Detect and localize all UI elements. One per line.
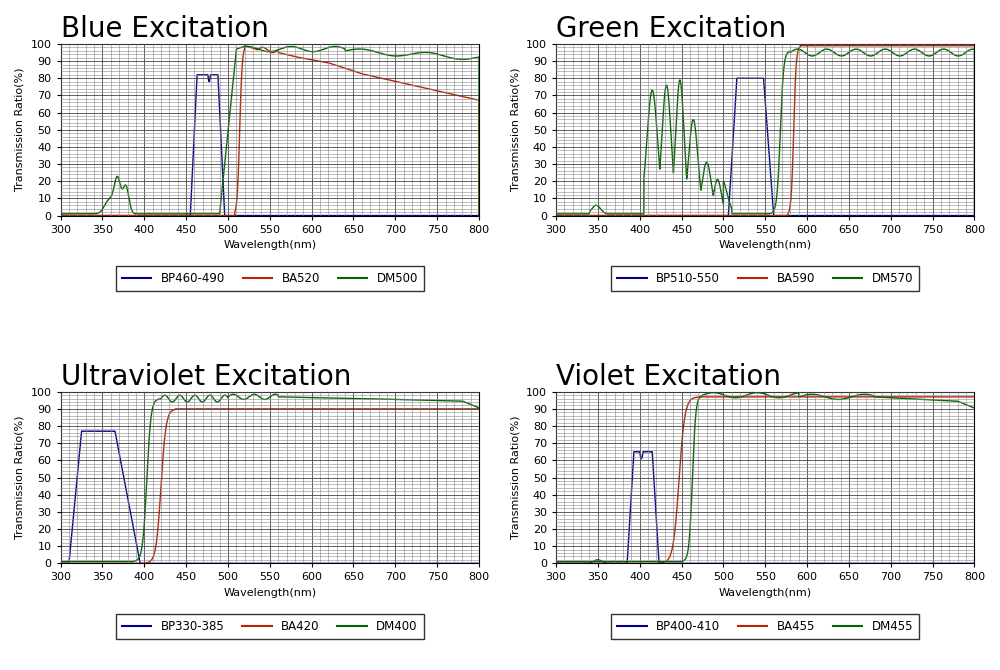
- Legend: BP330-385, BA420, DM400: BP330-385, BA420, DM400: [116, 614, 424, 639]
- X-axis label: Wavelength(nm): Wavelength(nm): [719, 240, 812, 250]
- Text: Ultraviolet Excitation: Ultraviolet Excitation: [61, 362, 351, 391]
- Legend: BP400-410, BA455, DM455: BP400-410, BA455, DM455: [611, 614, 919, 639]
- Y-axis label: Transmission Ratio(%): Transmission Ratio(%): [510, 68, 520, 192]
- X-axis label: Wavelength(nm): Wavelength(nm): [719, 588, 812, 598]
- Legend: BP510-550, BA590, DM570: BP510-550, BA590, DM570: [611, 266, 919, 291]
- Y-axis label: Transmission Ratio(%): Transmission Ratio(%): [510, 416, 520, 539]
- X-axis label: Wavelength(nm): Wavelength(nm): [223, 240, 316, 250]
- Legend: BP460-490, BA520, DM500: BP460-490, BA520, DM500: [116, 266, 424, 291]
- Text: Violet Excitation: Violet Excitation: [556, 362, 781, 391]
- Text: Green Excitation: Green Excitation: [556, 15, 786, 43]
- Y-axis label: Transmission Ratio(%): Transmission Ratio(%): [15, 416, 25, 539]
- Text: Blue Excitation: Blue Excitation: [61, 15, 268, 43]
- X-axis label: Wavelength(nm): Wavelength(nm): [223, 588, 316, 598]
- Y-axis label: Transmission Ratio(%): Transmission Ratio(%): [15, 68, 25, 192]
